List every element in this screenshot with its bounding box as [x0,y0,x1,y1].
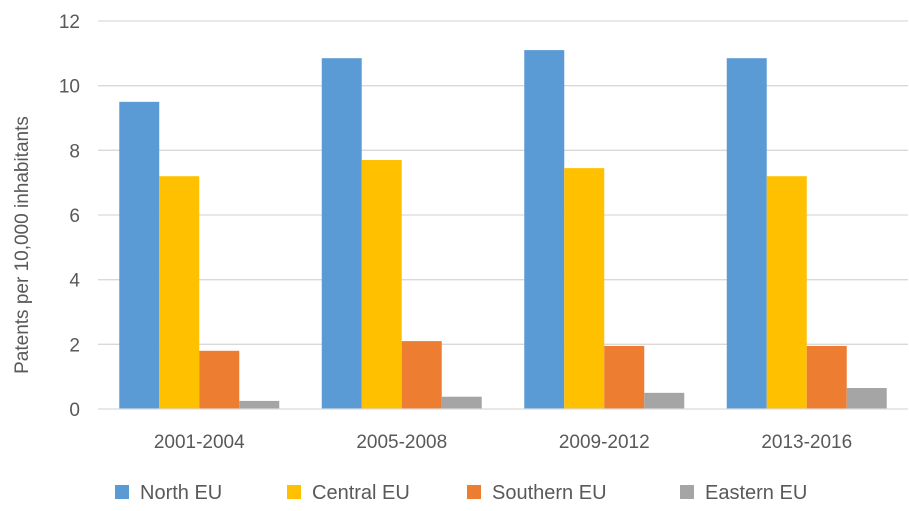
y-tick-label: 2 [69,335,80,356]
y-axis-ticks: 0 2 4 6 8 10 12 [59,12,81,421]
bar-central-eu [766,176,807,409]
x-category-label: 2013-2016 [761,432,852,453]
bar-southern-eu [806,345,847,409]
y-axis-title: Patents per 10,000 inhabitants [12,116,33,374]
bar-eastern-eu [846,387,887,409]
bar-central-eu [564,168,605,409]
bar-southern-eu [199,350,240,409]
bar-eastern-eu [239,400,280,409]
x-category-label: 2009-2012 [559,432,650,453]
bar-eastern-eu [441,396,482,409]
legend-swatch [467,485,481,499]
bars [119,50,887,409]
legend-label: North EU [140,482,222,504]
y-tick-label: 4 [69,271,80,292]
bar-north-eu [321,58,362,409]
bar-central-eu [361,160,402,409]
y-tick-label: 12 [59,12,80,33]
y-tick-label: 10 [59,77,80,98]
x-category-label: 2005-2008 [356,432,447,453]
x-category-label: 2001-2004 [154,432,245,453]
bar-southern-eu [401,341,442,409]
bar-central-eu [159,176,200,409]
legend-swatch [115,485,129,499]
bar-north-eu [119,101,160,409]
bar-southern-eu [604,345,645,409]
bar-north-eu [524,50,565,409]
x-axis-categories: 2001-2004 2005-2008 2009-2012 2013-2016 [154,432,852,453]
legend-swatch [287,485,301,499]
bar-eastern-eu [644,392,685,409]
y-tick-label: 6 [69,206,80,227]
legend: North EU Central EU Southern EU Eastern EU [115,482,807,504]
legend-label: Southern EU [492,482,607,504]
legend-swatch [680,485,694,499]
legend-label: Eastern EU [705,482,807,504]
y-tick-label: 0 [69,400,80,421]
legend-label: Central EU [312,482,410,504]
y-tick-label: 8 [69,141,80,162]
bar-north-eu [726,58,767,409]
